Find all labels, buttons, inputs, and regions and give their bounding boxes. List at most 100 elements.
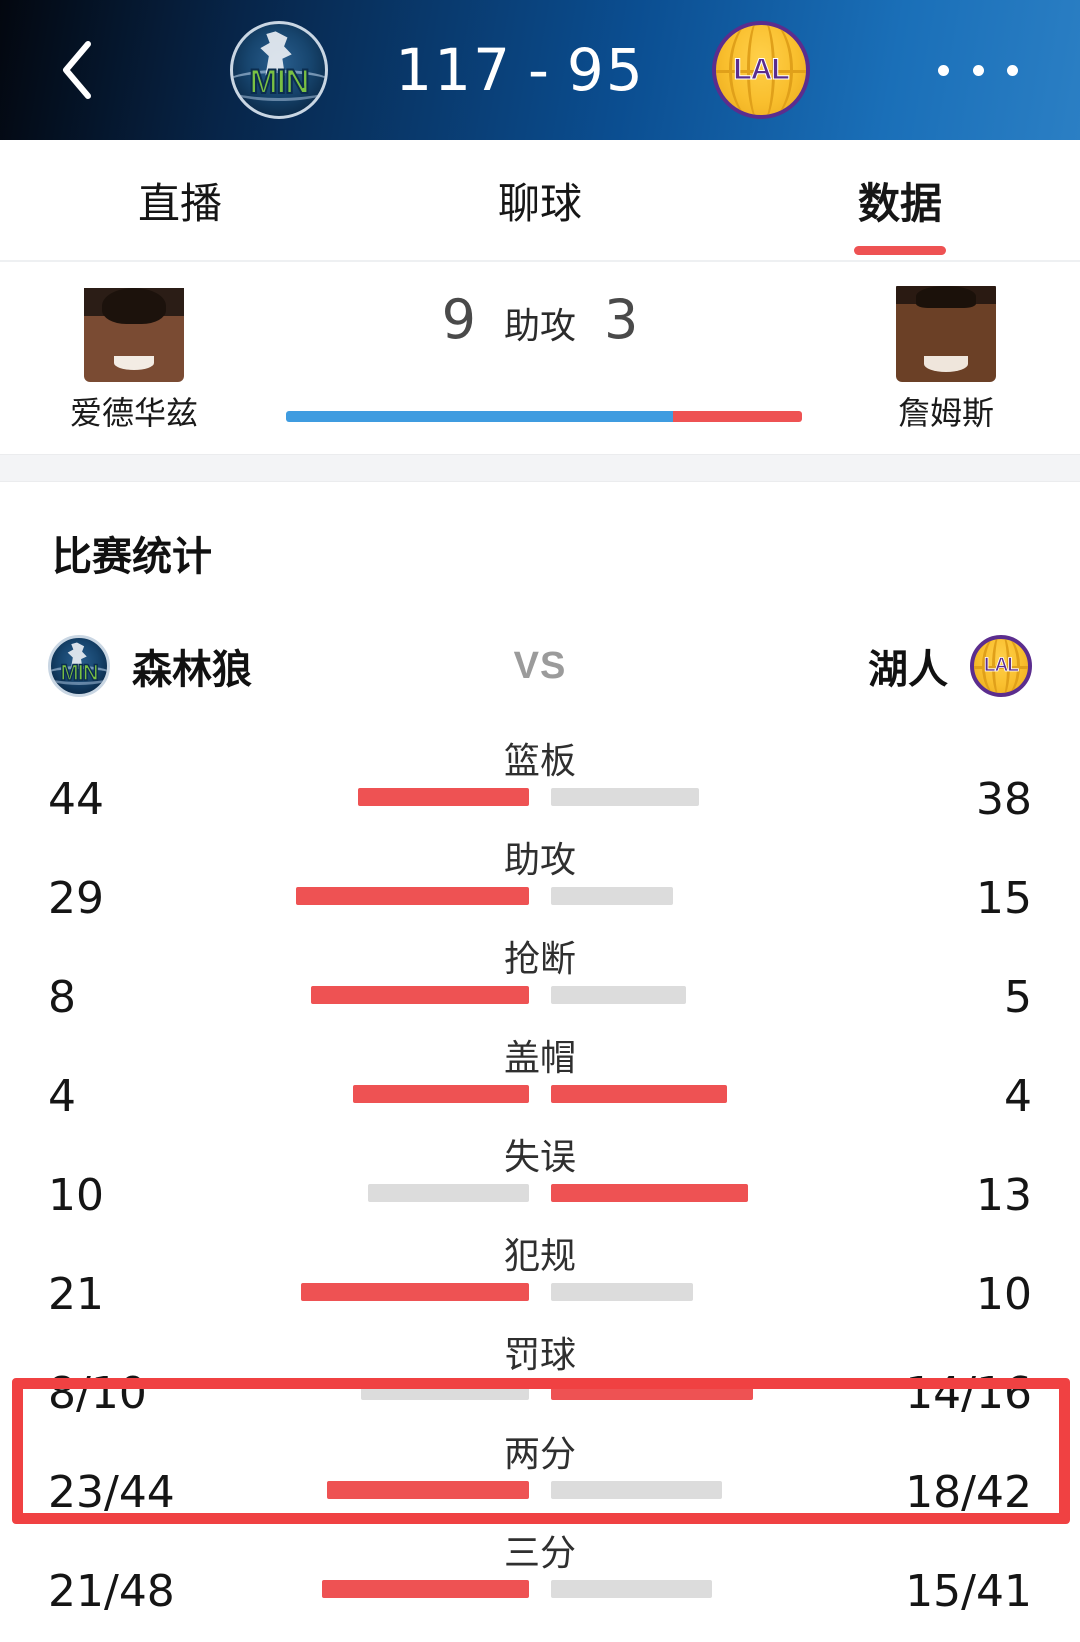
stat-row-bars	[270, 788, 810, 806]
stat-row-away-value: 5	[1004, 972, 1032, 1023]
player-comparison-bar	[286, 411, 802, 422]
game-stats-section: 比赛统计 MIN 森林狼 VS 湖人 LAL	[0, 482, 1080, 1617]
stat-row-away-bar	[551, 1184, 748, 1202]
player-comparison-metric: 9 助攻 3	[268, 262, 812, 454]
stat-row-home-value: 21	[48, 1269, 104, 1320]
home-team-logo-min: MIN	[230, 21, 328, 119]
stat-row-home-value: 4	[48, 1071, 76, 1122]
stat-row-label: 失误	[503, 1137, 576, 1178]
tab-bar: 直播 聊球 数据	[0, 140, 1080, 262]
stat-row-bars	[270, 1283, 810, 1301]
right-player-bar	[673, 411, 802, 422]
stat-row-away-bar-track	[540, 1184, 810, 1202]
section-divider	[0, 454, 1080, 482]
stat-row: 篮板 44 38	[0, 726, 1080, 825]
stat-row-away-bar-track	[540, 986, 810, 1004]
stat-row: 三分 21/48 15/41	[0, 1518, 1080, 1617]
stat-row-home-value: 44	[48, 774, 104, 825]
stat-row-bars	[270, 1085, 810, 1103]
home-team-abbr-small: MIN	[60, 659, 100, 685]
stat-row: 盖帽 4 4	[0, 1023, 1080, 1122]
stat-row-home-value: 8	[48, 972, 76, 1023]
tab-chat[interactable]: 聊球	[360, 170, 720, 231]
stat-row-away-bar	[551, 986, 686, 1004]
more-options-button[interactable]	[938, 52, 1018, 88]
left-player-value: 9	[441, 288, 476, 351]
stat-rows-container: 篮板 44 38 助攻 29 15 抢断 8 5 盖帽 4 4 失误 10 13 犯规 21 10 罚球 8/10 14…	[0, 726, 1080, 1617]
player-comparison[interactable]: 爱德华兹 9 助攻 3 詹姆斯	[0, 262, 1080, 454]
stat-row-bars	[270, 1481, 810, 1499]
stat-row-home-bar-track	[270, 1184, 540, 1202]
right-player-name: 詹姆斯	[897, 394, 994, 432]
back-button[interactable]	[46, 38, 110, 102]
scoreboard: MIN 117-95 LAL	[230, 18, 810, 122]
stat-row-away-value: 38	[976, 774, 1032, 825]
right-player-value: 3	[604, 288, 639, 351]
stat-row-home-value: 10	[48, 1170, 104, 1221]
stat-row: 罚球 8/10 14/16	[0, 1320, 1080, 1419]
stat-row-label: 两分	[503, 1434, 576, 1475]
stat-row-home-bar	[301, 1283, 529, 1301]
tab-live[interactable]: 直播	[0, 170, 360, 231]
stat-row-away-bar-track	[540, 788, 810, 806]
home-team-block: MIN 森林狼	[48, 635, 378, 697]
stat-row-away-value: 10	[976, 1269, 1032, 1320]
home-team-logo-small: MIN	[48, 635, 110, 697]
stat-row-bars	[270, 986, 810, 1004]
away-team-abbr-small: LAL	[984, 655, 1020, 677]
score-dash: -	[527, 36, 551, 104]
right-player-block[interactable]: 詹姆斯	[812, 282, 1080, 434]
tab-live-label: 直播	[137, 178, 222, 228]
left-player-block[interactable]: 爱德华兹	[0, 282, 268, 434]
stats-section-title: 比赛统计	[52, 534, 212, 580]
stat-row-bars	[270, 887, 810, 905]
score-display: 117-95	[395, 36, 644, 104]
stat-row-home-bar	[311, 986, 529, 1004]
stat-row-home-bar-track	[270, 1382, 540, 1400]
away-team-block: 湖人 LAL	[702, 635, 1032, 697]
stat-row-away-bar	[551, 1481, 722, 1499]
stat-row: 失误 10 13	[0, 1122, 1080, 1221]
stat-row-away-bar	[551, 1580, 712, 1598]
stat-row-away-value: 14/16	[905, 1368, 1032, 1419]
stat-row: 助攻 29 15	[0, 825, 1080, 924]
vs-label: VS	[513, 644, 567, 687]
away-score: 95	[566, 36, 645, 104]
stat-row-home-value: 8/10	[48, 1368, 147, 1419]
stat-row-bars	[270, 1580, 810, 1598]
compare-stat-label: 助攻	[503, 306, 576, 347]
stat-row: 犯规 21 10	[0, 1221, 1080, 1320]
stat-row-away-bar	[551, 788, 699, 806]
stat-row-away-bar-track	[540, 1580, 810, 1598]
stat-row-home-bar-track	[270, 788, 540, 806]
stat-row-away-bar	[551, 1085, 728, 1103]
stat-row-bars	[270, 1184, 810, 1202]
stat-row-away-bar-track	[540, 1481, 810, 1499]
stat-row-bars	[270, 1382, 810, 1400]
stat-row-label: 盖帽	[503, 1038, 576, 1079]
home-team-name: 森林狼	[132, 647, 252, 693]
stat-row-home-bar-track	[270, 1283, 540, 1301]
home-score: 117	[395, 36, 512, 104]
stat-row-home-bar-track	[270, 1085, 540, 1103]
stat-row-away-bar	[551, 887, 673, 905]
stat-row-home-value: 29	[48, 873, 104, 924]
stat-row-label: 抢断	[503, 939, 576, 980]
avatar-left-player	[84, 282, 184, 382]
stat-row-home-bar	[368, 1184, 529, 1202]
left-player-bar	[286, 411, 673, 422]
stat-row: 抢断 8 5	[0, 924, 1080, 1023]
tab-data[interactable]: 数据	[720, 170, 1080, 255]
left-player-name: 爱德华兹	[69, 394, 198, 432]
stat-row-home-bar	[352, 1085, 529, 1103]
stat-row-away-bar-track	[540, 1382, 810, 1400]
stat-row-away-bar-track	[540, 1085, 810, 1103]
away-team-abbr-label: LAL	[733, 53, 790, 87]
stat-row-away-value: 15/41	[905, 1566, 1032, 1617]
stats-teams-header: MIN 森林狼 VS 湖人 LAL	[0, 624, 1080, 708]
stat-row-away-value: 18/42	[905, 1467, 1032, 1518]
more-horizontal-icon	[938, 64, 1018, 76]
stat-row-away-value: 4	[1004, 1071, 1032, 1122]
avatar-right-player	[896, 282, 996, 382]
